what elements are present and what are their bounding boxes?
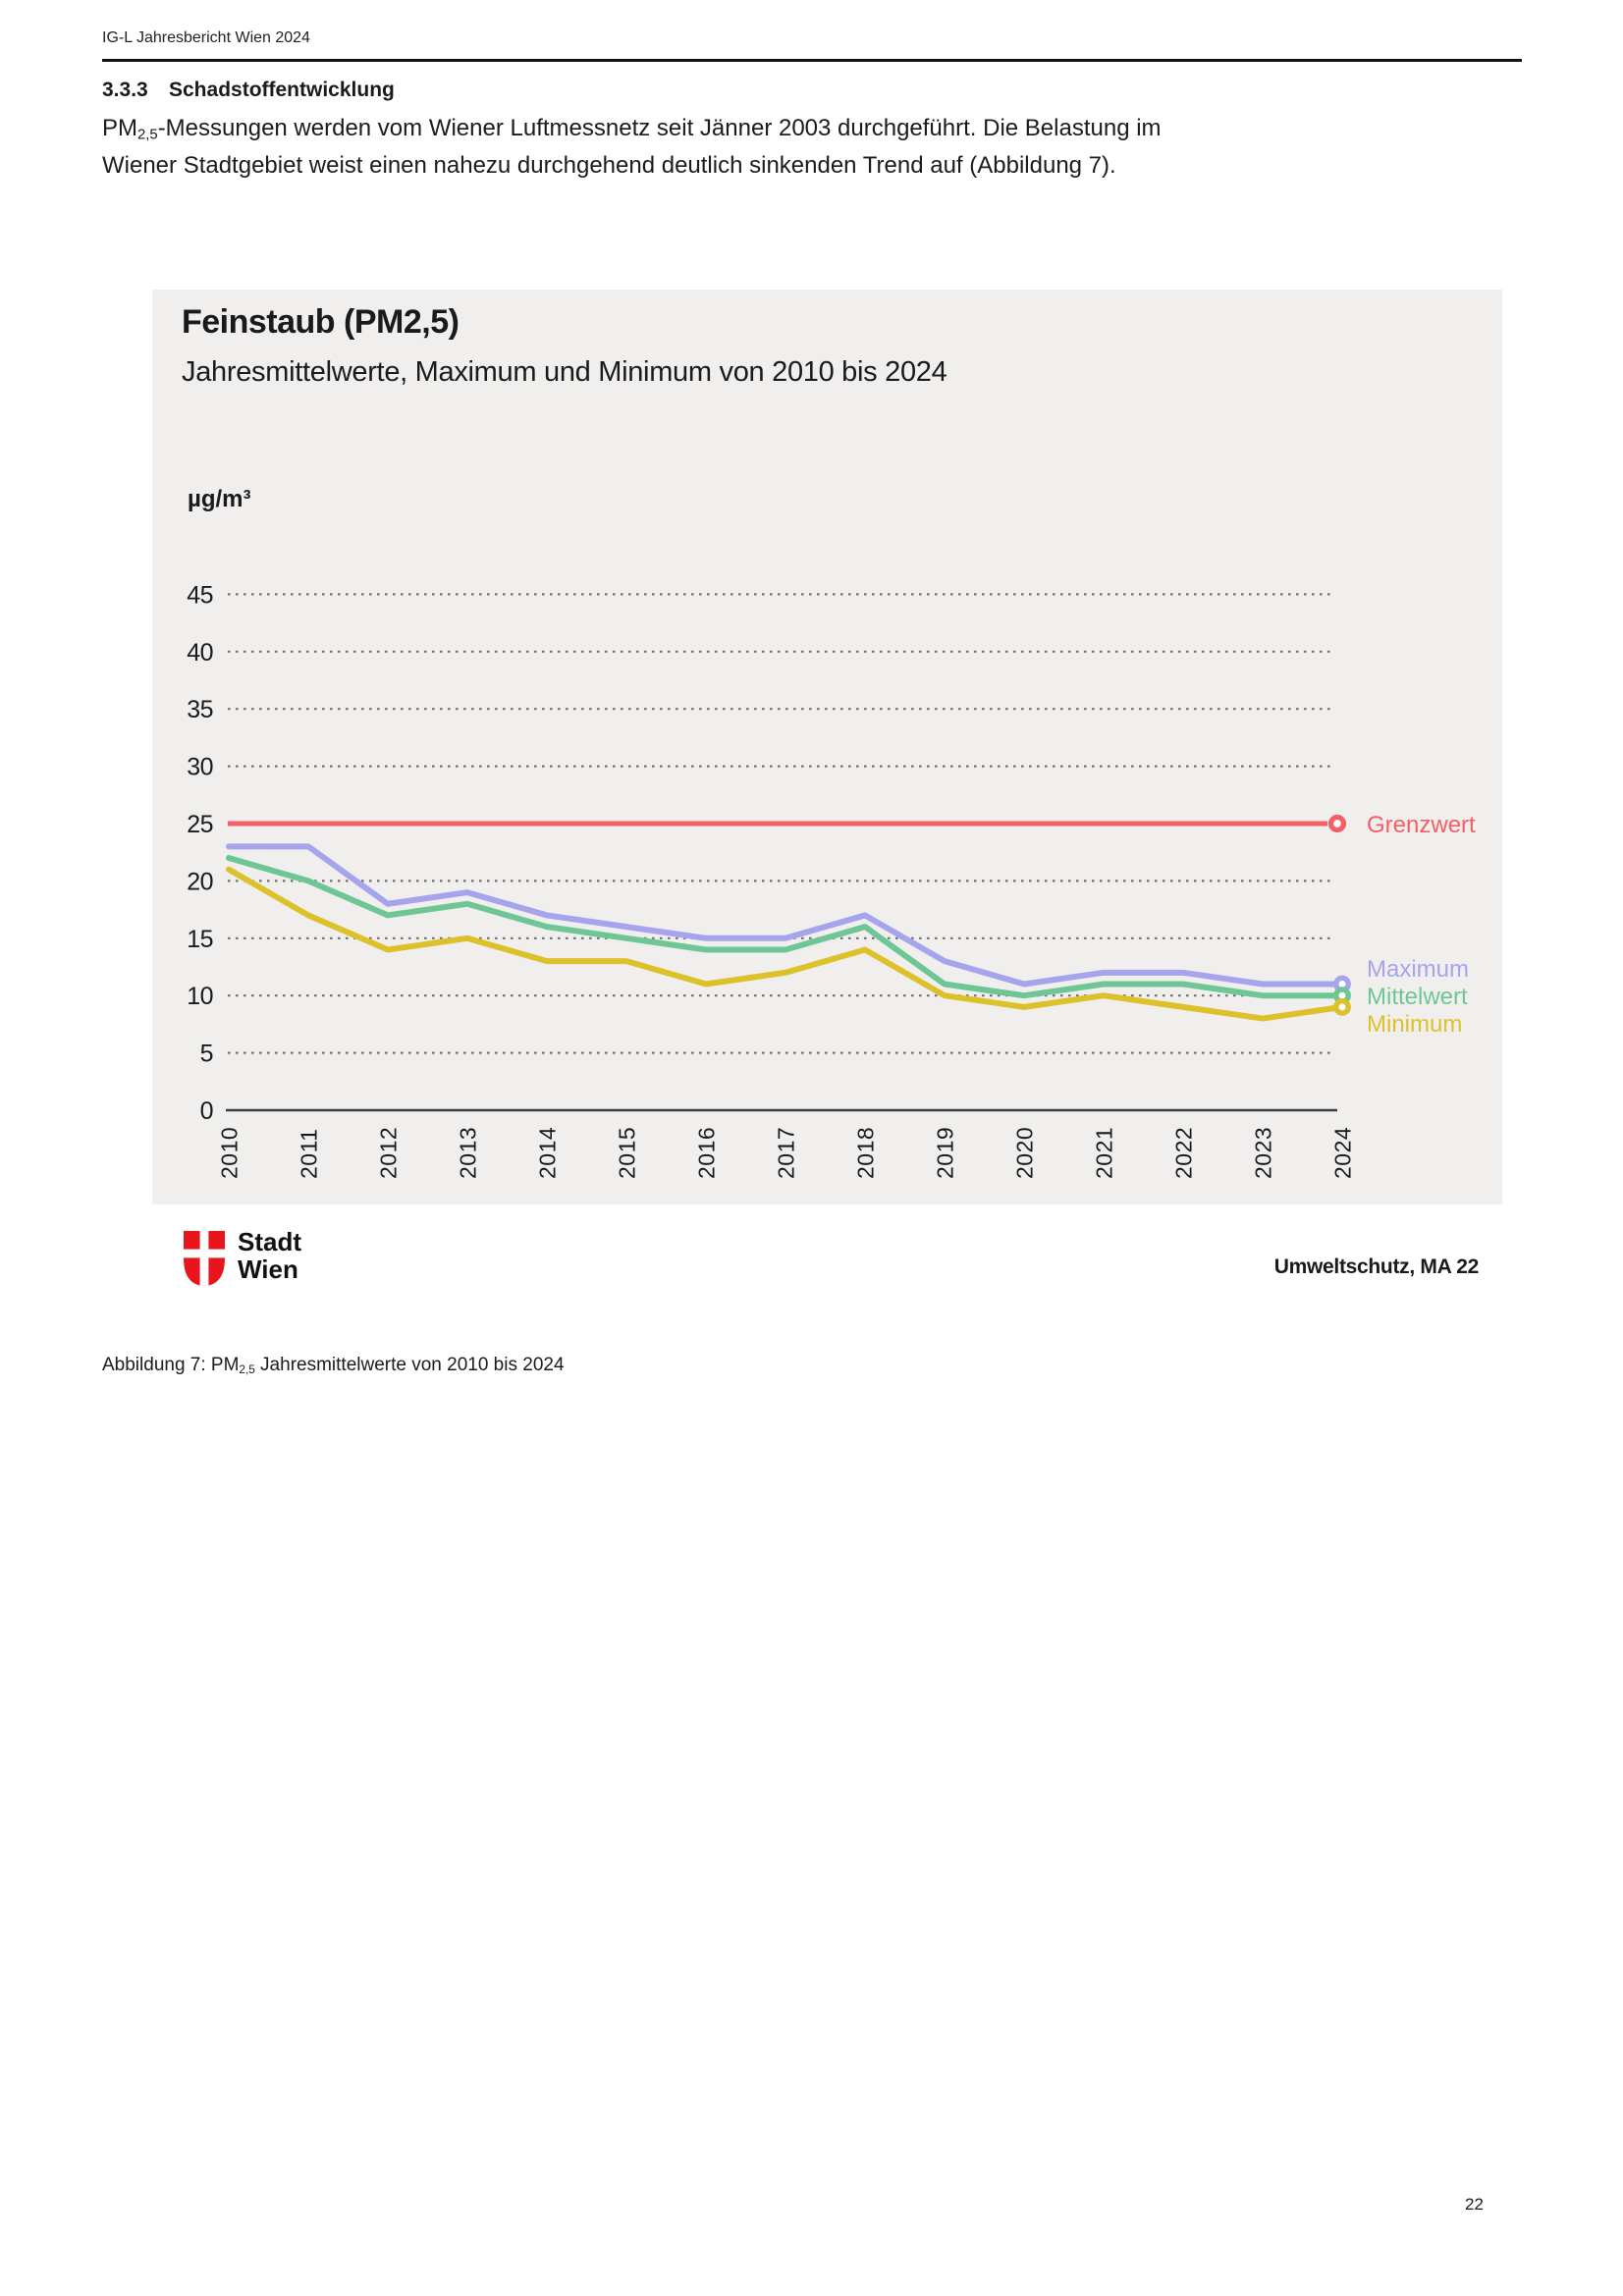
x-tick-label-2017: 2017 <box>774 1127 799 1179</box>
series-line-maximum <box>226 843 1345 988</box>
x-tick-label-2024: 2024 <box>1330 1127 1356 1179</box>
series-line-minimum <box>226 866 1345 1022</box>
caption-suffix: Jahresmittelwerte von 2010 bis 2024 <box>254 1355 565 1375</box>
y-tick-label-45: 45 <box>187 581 213 609</box>
x-tick-label-2011: 2011 <box>297 1129 322 1179</box>
y-tick-label-30: 30 <box>187 754 213 781</box>
shield-cross-horizontal <box>184 1249 225 1258</box>
x-tick-label-2010: 2010 <box>217 1127 243 1179</box>
logo-line1: Stadt <box>238 1227 301 1256</box>
x-tick-label-2013: 2013 <box>456 1127 481 1179</box>
y-tick-label-15: 15 <box>187 926 213 953</box>
section-number: 3.3.3 <box>102 79 148 101</box>
body-line2: Wiener Stadtgebiet weist einen nahezu du… <box>102 152 1116 180</box>
figure-caption: Abbildung 7: PM2,5 Jahresmittelwerte von… <box>102 1355 565 1376</box>
y-tick-label-25: 25 <box>187 811 213 838</box>
legend-label-grenzwert: Grenzwert <box>1367 812 1476 838</box>
x-tick-label-2018: 2018 <box>853 1127 879 1179</box>
section-heading: 3.3.3 Schadstoffentwicklung <box>102 79 395 102</box>
figure-panel: Feinstaub (PM2,5) Jahresmittelwerte, Max… <box>152 290 1502 1204</box>
figure-source: Umweltschutz, MA 22 <box>1273 1255 1480 1278</box>
legend-label-maximum: Maximum <box>1367 956 1469 983</box>
x-tick-label-2021: 2021 <box>1092 1127 1117 1179</box>
x-tick-label-2014: 2014 <box>535 1127 561 1179</box>
body-paragraph: PM2,5-Messungen werden vom Wiener Luftme… <box>102 110 1545 185</box>
x-tick-label-2016: 2016 <box>694 1127 720 1179</box>
x-tick-label-2020: 2020 <box>1012 1127 1038 1179</box>
y-tick-label-5: 5 <box>200 1041 213 1068</box>
y-axis-unit-label: µg/m³ <box>188 486 251 512</box>
body-pm-prefix: PM <box>102 115 137 141</box>
header-divider <box>102 59 1522 62</box>
legend-label-mittelwert: Mittelwert <box>1367 984 1468 1010</box>
caption-subscript: 2,5 <box>239 1362 255 1376</box>
y-tick-label-40: 40 <box>187 639 213 667</box>
x-tick-label-2012: 2012 <box>376 1127 402 1179</box>
page-number: 22 <box>1465 2195 1484 2214</box>
logo-line2: Wien <box>238 1255 298 1285</box>
series-marker-minimum <box>1333 997 1351 1016</box>
y-tick-label-20: 20 <box>187 868 213 895</box>
chart-title: Feinstaub (PM2,5) <box>182 303 460 341</box>
running-header: IG-L Jahresbericht Wien 2024 <box>102 29 310 46</box>
y-tick-label-0: 0 <box>200 1097 213 1125</box>
series-line-mittelwert <box>226 855 1345 999</box>
chart-svg: 0 5 10 15 20 25 30 35 40 45 2010 2011 2012 2013 2014 20… <box>187 581 1476 1179</box>
x-tick-label-2022: 2022 <box>1171 1127 1197 1179</box>
chart-subtitle: Jahresmittelwerte, Maximum und Minimum v… <box>182 356 947 388</box>
y-tick-label-35: 35 <box>187 696 213 723</box>
wien-shield-icon <box>184 1231 225 1286</box>
body-line1: -Messungen werden vom Wiener Luftmessnet… <box>157 115 1162 141</box>
body-pm-subscript: 2,5 <box>137 127 158 143</box>
caption-prefix: Abbildung 7: PM <box>102 1355 240 1375</box>
y-tick-label-10: 10 <box>187 983 213 1010</box>
logo-wordmark: Stadt Wien <box>238 1228 301 1283</box>
x-tick-label-2023: 2023 <box>1251 1127 1276 1179</box>
shield-cross-vertical <box>199 1231 209 1286</box>
x-tick-label-2019: 2019 <box>933 1127 958 1179</box>
legend-label-minimum: Minimum <box>1367 1011 1462 1038</box>
section-title: Schadstoffentwicklung <box>169 79 395 101</box>
reference-line-marker <box>1327 814 1347 833</box>
x-tick-label-2015: 2015 <box>615 1127 640 1179</box>
